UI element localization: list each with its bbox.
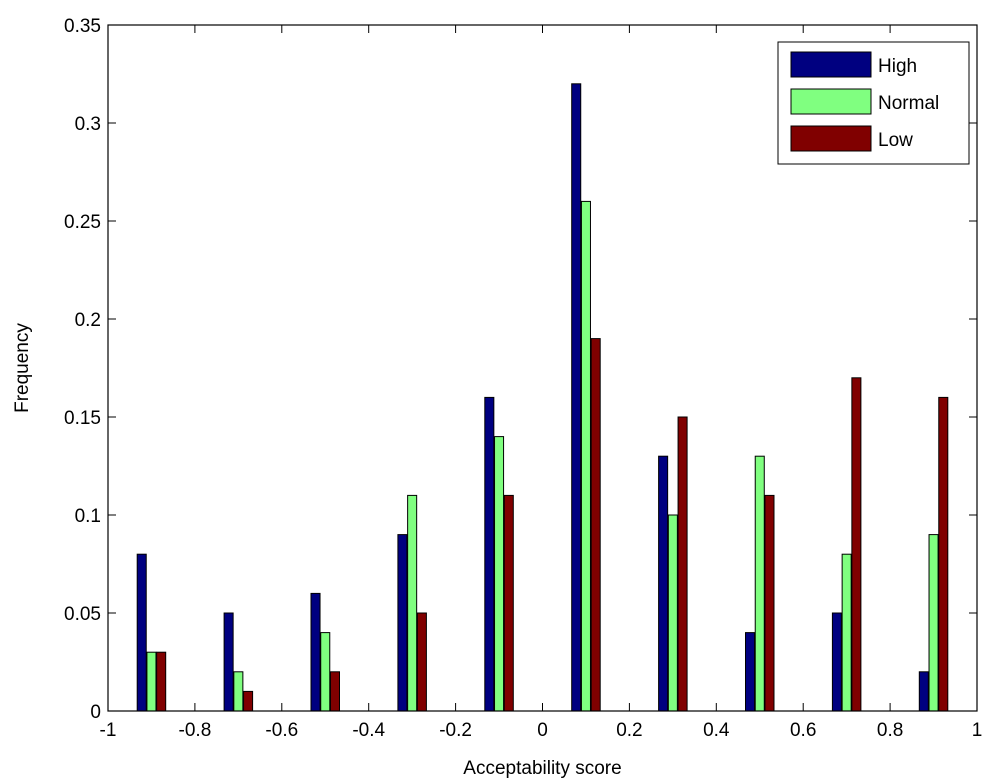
bar-normal-7 <box>754 455 765 712</box>
bar-low-4 <box>503 494 514 712</box>
y-tick-label: 0 <box>90 702 101 723</box>
legend-swatch-low <box>790 125 872 152</box>
tick-labels-layer: -1 -0.8 -0.6 -0.4 -0.2 0 0.2 0.4 0.6 0.8 1 0 0.05 0.1… <box>64 16 982 741</box>
x-tick-label: 0.6 <box>790 720 816 741</box>
bar-low-7 <box>764 494 775 712</box>
bar-high-5 <box>571 83 582 712</box>
legend-label-normal: Normal <box>878 93 939 114</box>
bar-low-8 <box>851 377 862 712</box>
bar-normal-5 <box>580 200 591 712</box>
bar-low-1 <box>243 690 254 712</box>
bar-high-1 <box>223 612 234 712</box>
bar-high-4 <box>484 396 495 712</box>
bar-normal-9 <box>928 534 939 712</box>
bar-low-6 <box>677 416 688 712</box>
bar-normal-3 <box>407 494 418 712</box>
bar-high-9 <box>918 671 929 712</box>
y-axis-title: Frequency <box>12 323 33 413</box>
bar-normal-6 <box>667 514 678 712</box>
y-tick-label: 0.1 <box>75 506 101 527</box>
ticks-layer <box>107 24 978 712</box>
legend: High Normal Low <box>777 41 970 165</box>
x-tick-label: 0.8 <box>877 720 903 741</box>
y-tick-label: 0.3 <box>75 114 101 135</box>
bar-normal-4 <box>494 436 505 712</box>
x-tick-label: -0.8 <box>179 720 212 741</box>
legend-label-high: High <box>878 56 917 77</box>
bar-high-8 <box>831 612 842 712</box>
bar-normal-1 <box>233 671 244 712</box>
y-tick-label: 0.15 <box>64 408 101 429</box>
x-tick-label: 0.4 <box>703 720 730 741</box>
bar-low-9 <box>938 396 949 712</box>
bar-high-7 <box>745 632 756 712</box>
x-tick-label: 0 <box>537 720 548 741</box>
bar-high-2 <box>310 592 321 712</box>
legend-swatch-normal <box>790 88 872 115</box>
x-axis-title: Acceptability score <box>463 758 621 779</box>
bar-high-6 <box>658 455 669 712</box>
x-tick-label: 0.2 <box>616 720 642 741</box>
bar-low-3 <box>416 612 427 712</box>
x-tick-label: 1 <box>972 720 983 741</box>
legend-swatch-high <box>790 51 872 78</box>
bar-low-2 <box>329 671 340 712</box>
bar-high-3 <box>397 534 408 712</box>
y-tick-label: 0.2 <box>75 310 101 331</box>
bar-normal-0 <box>146 651 157 712</box>
bar-low-5 <box>590 338 601 712</box>
legend-label-low: Low <box>878 130 913 151</box>
y-tick-label: 0.05 <box>64 604 101 625</box>
x-tick-label: -0.4 <box>352 720 385 741</box>
x-tick-label: -1 <box>100 720 117 741</box>
bar-normal-2 <box>320 632 331 712</box>
bars-layer <box>136 83 949 712</box>
y-tick-label: 0.25 <box>64 212 101 233</box>
bar-low-0 <box>156 651 167 712</box>
x-tick-label: -0.6 <box>265 720 298 741</box>
bar-normal-8 <box>841 553 852 712</box>
y-tick-label: 0.35 <box>64 16 101 37</box>
x-tick-label: -0.2 <box>439 720 472 741</box>
bar-high-0 <box>136 553 147 712</box>
